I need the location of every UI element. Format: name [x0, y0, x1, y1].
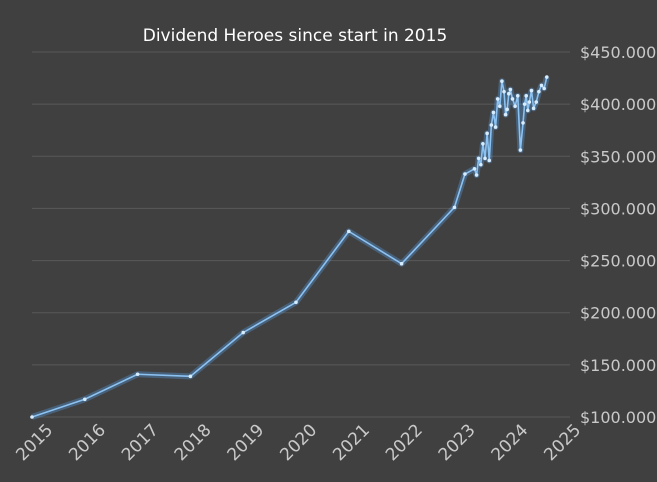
x-tick-label: 2019 [224, 420, 269, 465]
data-point [483, 156, 487, 161]
data-point [481, 141, 485, 146]
data-point [188, 374, 193, 379]
y-tick-label: $300.000 [580, 199, 656, 218]
data-point [515, 94, 520, 98]
series-line [31, 76, 548, 418]
data-point [524, 94, 529, 98]
y-tick-label: $200.000 [580, 304, 656, 323]
data-point [452, 205, 457, 210]
data-point [525, 108, 530, 113]
data-point [531, 106, 536, 111]
y-tick-label: $450.000 [580, 43, 656, 62]
x-tick-label: 2015 [12, 420, 57, 465]
data-point [479, 162, 483, 167]
series-glow [31, 76, 550, 420]
x-tick-label: 2025 [540, 420, 585, 465]
data-point [491, 110, 496, 115]
data-point [505, 107, 510, 112]
data-point [489, 123, 494, 127]
data-point [399, 261, 404, 266]
data-point [529, 88, 534, 93]
data-point [30, 415, 34, 419]
data-point [135, 372, 140, 377]
data-point [534, 100, 539, 104]
data-point [294, 300, 298, 305]
data-point [472, 167, 477, 171]
data-point [241, 330, 245, 335]
data-point [495, 97, 500, 101]
x-tick-label: 2018 [171, 420, 216, 465]
data-point [527, 100, 532, 104]
chart-title: Dividend Heroes since start in 2015 [142, 26, 448, 46]
data-point [502, 89, 506, 94]
x-tick-label: 2017 [118, 420, 163, 465]
data-point [498, 104, 502, 109]
x-tick-label: 2020 [276, 420, 321, 465]
data-point [347, 229, 351, 234]
data-point [521, 121, 525, 125]
data-point [476, 156, 481, 161]
data-point [463, 172, 467, 176]
data-point [508, 87, 513, 92]
data-point [510, 97, 515, 101]
data-point [518, 148, 523, 152]
data-point [485, 131, 489, 136]
y-tick-label: $250.000 [580, 252, 656, 271]
x-tick-label: 2021 [329, 420, 374, 465]
data-point [474, 173, 479, 177]
data-point [545, 75, 549, 79]
data-point [500, 79, 504, 83]
data-point [542, 86, 546, 91]
y-tick-label: $150.000 [580, 356, 656, 375]
x-tick-label: 2023 [435, 420, 480, 465]
data-point [513, 104, 517, 109]
x-tick-label: 2024 [488, 420, 533, 465]
data-point [487, 158, 492, 163]
data-point [83, 397, 87, 402]
data-point [537, 89, 541, 94]
x-tick-label: 2022 [382, 420, 427, 465]
data-point [503, 112, 508, 117]
data-point [506, 91, 511, 96]
y-tick-label: $400.000 [580, 95, 656, 114]
x-tick-label: 2016 [65, 420, 110, 465]
data-point [539, 83, 544, 88]
data-point [493, 125, 498, 129]
y-tick-label: $100.000 [580, 408, 656, 427]
data-point [522, 102, 527, 106]
y-tick-label: $350.000 [580, 147, 656, 166]
